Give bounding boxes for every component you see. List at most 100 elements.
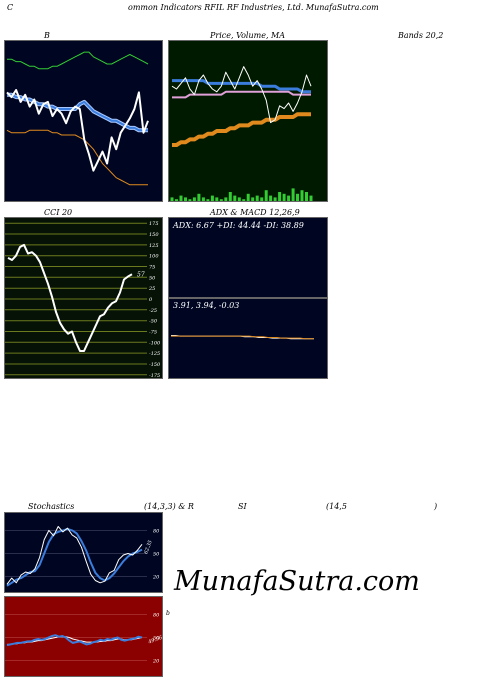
volume-bar [273,197,277,201]
rsi-params-label: (14,5 [326,502,347,511]
volume-bar [291,188,295,201]
bollinger-bands-panel [4,40,163,202]
cci-tick-label: -75 [149,330,157,336]
stoch-tick-label: 50 [153,552,160,558]
cci-chart: 175 150 125 100 75 50 25 0 -25 -50 -75 -100 -125 -150… [5,218,162,379]
volume-bar [224,197,228,201]
volume-bar [188,199,192,201]
stoch-tick-label: 20 [152,575,160,581]
rsi-tick-label: 80 [153,612,160,618]
cci-tick-label: -25 [149,308,157,314]
macd-panel: 3.91, 3.94, -0.03 [168,298,328,379]
rsi-close-label: ) [434,502,438,511]
volume-bar [287,195,291,201]
panel-background [5,597,162,676]
long-ma-line [172,112,311,147]
cci-tick-label: 50 [149,275,156,281]
stochastics-panel: 80 50 20 62.35 [4,512,163,593]
adx-chart [169,218,327,297]
price-volume-ma-label: Price, Volume, MA [210,31,286,40]
rsi-line [6,634,143,647]
volume-bar [197,193,201,201]
rsi-side-mark: b [166,610,170,617]
rsi-panel: 80 50 20 49.56 [4,596,163,677]
cci-tick-label: -125 [149,351,160,357]
volume-bar [282,193,286,201]
volume-bar [192,197,196,201]
volume-bar [201,197,205,201]
volume-bar [179,195,183,201]
volume-bar [260,197,264,201]
volume-bar [278,192,282,201]
volume-bar [228,192,232,201]
volume-bar [251,197,255,201]
mid-ma-line [172,90,311,99]
adx-readout: ADX: 6.67 +DI: 44.44 -DI: 38.89 [173,221,304,230]
price-volume-ma-chart [169,41,327,201]
panel-background [5,513,162,592]
volume-bar [210,195,214,201]
price-line [171,66,312,124]
stoch-fast-line [6,526,143,585]
cci-tick-label: 175 [149,221,159,227]
stoch-tick-label: 80 [153,528,160,534]
volume-bar [269,195,273,201]
cci-tick-label: 150 [149,232,159,238]
stoch-last-value: 62.35 [143,539,154,555]
volume-bar [184,197,187,201]
price-volume-ma-panel [168,40,328,202]
volume-bar [309,195,313,201]
adx-panel: ADX: 6.67 +DI: 44.44 -DI: 38.89 [168,217,328,298]
volume-bar [237,197,241,201]
macd-chart [169,299,327,378]
panel-background [169,218,327,297]
stochastics-params-label: (14,3,3) & R [144,502,194,511]
volume-bar [206,199,210,201]
panel-background [169,41,327,201]
volume-bar [170,197,174,201]
volume-bar [175,199,178,201]
rsi-last-value: 49.56 [147,635,163,646]
cci-tick-label: 75 [149,265,155,271]
volume-bar [296,193,299,201]
volume-bar [246,193,250,201]
upper-band-line [7,51,149,70]
volume-bar [255,195,259,201]
cci-tick-label: 0 [149,297,153,303]
cci-tick-label: -175 [149,373,160,379]
stoch-slow-line [6,527,143,587]
cci-line [7,243,133,352]
macd-signal-line [171,335,314,340]
rsi-si-label: SI [238,502,247,511]
watermark: MunafaSutra.com [174,566,420,597]
cci-tick-label: -100 [149,340,161,346]
rsi-chart: 80 50 20 49.56 [5,597,163,676]
cci-label: CCI 20 [44,208,73,217]
panel-background [5,41,162,201]
volume-bar [215,197,219,201]
cci-last-value: 57 [137,271,145,278]
cci-tick-label: -150 [149,362,161,368]
volume-bar [242,199,246,201]
cci-tick-label: 125 [149,243,159,249]
cci-panel: 175 150 125 100 75 50 25 0 -25 -50 -75 -100 -125 -150… [4,217,163,379]
cci-tick-label: -50 [149,319,158,325]
cci-tick-label: 100 [149,254,159,260]
volume-bar [264,190,268,201]
rsi-tick-label: 20 [152,659,160,665]
macd-readout: 3.91, 3.94, -0.03 [173,301,240,310]
lower-band-line [6,129,148,186]
price-line [6,89,149,172]
bollinger-bands-chart [5,41,162,201]
chart-header-left: C [7,3,14,12]
volume-bar [219,199,223,201]
volume-bar [300,190,304,201]
bands-label-right: Bands 20,2 [398,31,444,40]
stochastics-chart: 80 50 20 62.35 [5,513,162,592]
rsi-tick-label: 50 [153,636,160,642]
stochastics-label: Stochastics [28,502,75,511]
bands-label-left: B [44,31,50,40]
chart-header-title: ommon Indicators RFIL RF Industries, Ltd… [128,3,379,12]
volume-bar [233,195,237,201]
short-ma-line [172,79,311,94]
